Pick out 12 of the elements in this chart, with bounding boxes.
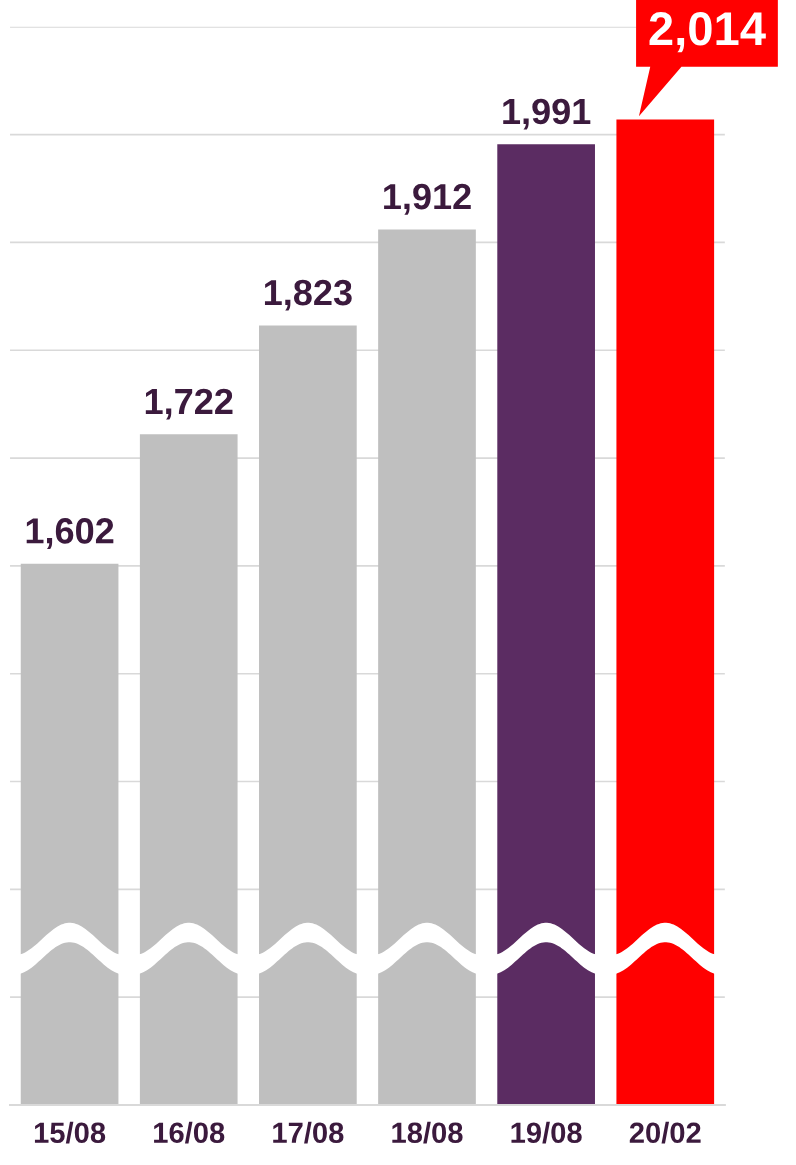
data-label: 2,014 bbox=[649, 12, 766, 53]
x-tick-label: 17/08 bbox=[273, 1121, 344, 1144]
data-label: 1,912 bbox=[384, 183, 471, 215]
x-tick-label: 15/08 bbox=[34, 1121, 106, 1144]
data-label: 1,991 bbox=[503, 98, 591, 130]
x-tick-label: 16/08 bbox=[154, 1121, 225, 1144]
data-label: 1,722 bbox=[145, 388, 233, 420]
x-tick-label: 19/08 bbox=[511, 1121, 582, 1144]
data-label: 1,823 bbox=[264, 279, 352, 311]
x-tick-label: 18/08 bbox=[392, 1121, 463, 1144]
data-label: 1,602 bbox=[26, 518, 114, 549]
x-tick-label: 20/02 bbox=[629, 1121, 701, 1144]
